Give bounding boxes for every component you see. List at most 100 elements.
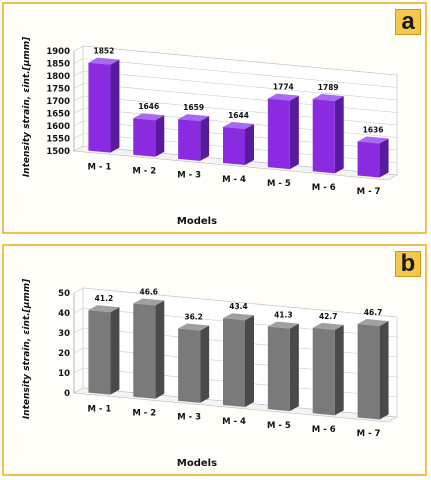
gridline-side-a-8 [73,45,84,52]
bar-side-a-0 [110,59,120,153]
data-label-a-6: 1636 [363,125,384,134]
y-tick-label-b-1: 10 [58,369,70,379]
gridline-side-b-5 [73,287,84,294]
bar-front-b-4 [267,326,290,412]
bar-side-b-5 [334,324,344,416]
data-label-a-1: 1646 [138,102,159,111]
gridline-side-a-2 [73,120,84,127]
bar-side-a-3 [245,124,254,166]
bar-top-a-3 [223,122,254,130]
chart-panel-b: 0 10 20 30 40 50 41.2 M - 1 46.6 M - 2 36.2 M - 3 43… [2,244,427,476]
bar-front-a-3 [223,127,245,166]
y-tick-label-b-3: 30 [58,329,70,339]
bar-a-5 [312,94,344,174]
bar-top-b-3 [223,313,254,321]
data-label-a-3: 1644 [228,111,249,120]
y-tick-label-a-7: 1850 [46,60,70,70]
gridline-side-b-3 [73,327,84,334]
data-label-b-0: 41.2 [95,294,114,303]
panel-label-b: b [395,251,421,277]
y-tick-label-a-5: 1750 [46,85,70,95]
bar-front-a-5 [312,99,335,174]
gridline-side-a-5 [73,83,84,89]
x-tick-label-b-1: M - 2 [132,408,156,418]
bar-a-3 [223,122,254,166]
gridline-a-6 [82,70,398,101]
data-label-b-6: 46.7 [364,308,383,317]
bar-top-b-6 [357,319,389,327]
bar-side-b-2 [200,325,210,403]
bar-top-b-0 [88,305,120,313]
bar-front-b-2 [178,328,201,403]
bar-front-b-1 [133,303,156,399]
bar-front-b-5 [312,327,335,416]
x-tick-label-b-0: M - 1 [88,404,112,414]
y-tick-label-a-4: 1700 [46,97,70,107]
x-tick-label-b-6: M - 7 [357,429,381,439]
bar-front-b-3 [223,318,245,408]
bar-side-b-3 [245,315,254,408]
data-label-b-5: 42.7 [319,312,338,321]
bar-b-5 [312,322,344,416]
bar-front-a-6 [357,141,380,178]
bar-top-a-4 [267,93,299,101]
gridline-side-a-6 [73,70,84,77]
bar-b-3 [223,313,254,408]
bar-side-b-1 [155,300,165,399]
y-tick-label-b-2: 20 [58,349,70,359]
y-tick-label-b-4: 40 [58,309,70,319]
bar-top-b-4 [267,321,299,329]
x-tick-label-a-1: M - 2 [132,166,156,176]
x-tick-label-a-2: M - 3 [177,171,201,181]
gridline-side-a-3 [73,108,84,114]
gridline-a-7 [82,58,398,88]
gridline-b-5 [82,287,398,318]
gridline-side-a-1 [73,133,84,139]
bar-side-a-6 [379,138,389,178]
data-label-b-1: 46.6 [140,288,159,297]
bar-top-a-6 [357,136,389,144]
x-axis-title-a: Models [177,216,217,227]
data-label-b-3: 43.4 [229,302,248,311]
bar-top-b-1 [133,298,165,306]
chart-panel-a: 1500 1550 1600 1650 1700 1750 1800 1850 1900 1852… [2,2,427,234]
y-tick-label-a-1: 1550 [46,135,70,145]
bar-top-a-1 [133,113,165,121]
x-tick-label-b-4: M - 5 [267,421,291,431]
y-tick-label-a-8: 1900 [46,47,70,57]
gridline-side-a-7 [73,58,84,64]
bar-front-a-0 [88,62,111,153]
bar-b-4 [267,321,299,412]
data-label-a-0: 1852 [93,47,114,56]
panel-label-a: a [395,9,421,35]
bar-side-a-2 [200,116,210,161]
gridline-side-a-4 [73,95,84,102]
data-label-a-4: 1774 [273,83,294,92]
data-label-b-4: 41.3 [274,311,293,320]
x-tick-label-a-4: M - 5 [267,179,291,189]
bar-front-a-2 [178,119,201,161]
gridline-a-4 [82,95,398,126]
x-tick-label-b-2: M - 3 [177,413,201,423]
bar-front-a-4 [267,98,290,170]
bar-front-b-0 [88,310,111,395]
gridline-side-a-0 [73,145,84,152]
bar-a-4 [267,93,299,170]
data-label-a-5: 1789 [318,83,339,92]
x-tick-label-a-3: M - 4 [222,175,246,185]
bar-front-b-6 [357,324,380,420]
gridline-side-b-4 [73,307,84,314]
bar-b-0 [88,305,120,395]
bar-side-b-6 [379,321,389,420]
bar-side-b-0 [110,307,120,395]
bar-front-a-1 [133,118,156,157]
gridline-side-b-0 [73,387,84,394]
bar-top-b-5 [312,322,344,330]
data-label-a-2: 1659 [183,103,204,112]
x-tick-label-a-5: M - 6 [312,183,336,193]
y-tick-label-b-5: 50 [58,289,70,299]
gridline-a-8 [82,45,398,76]
gridline-side-b-1 [73,367,84,374]
y-axis-title-b: Intensity strain, εint.[μmm] [22,278,32,419]
x-tick-label-a-0: M - 1 [88,162,112,172]
